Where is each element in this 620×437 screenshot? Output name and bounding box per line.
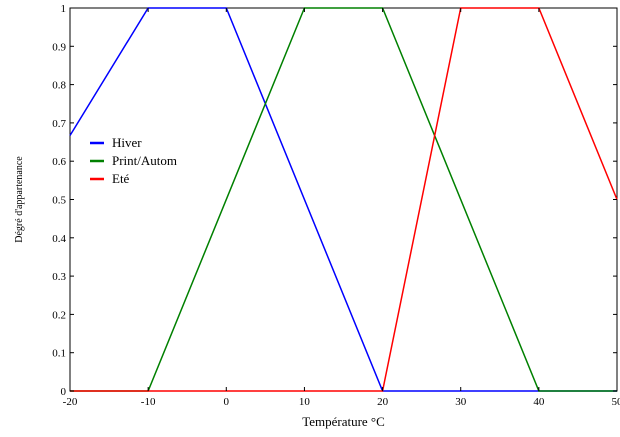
y-tick-label: 0.9 [52,41,66,53]
y-tick-label: 0 [61,386,67,398]
x-axis-label: Température °C [302,414,385,429]
y-tick-label: 0.5 [52,195,66,207]
y-tick-label: 0.7 [52,118,66,130]
series-line-et- [70,8,617,391]
legend-label: Hiver [112,135,142,150]
x-tick-label: 50 [612,396,620,408]
y-tick-label: 0.3 [52,271,66,283]
y-axis-label: Dégré d'appartenance [14,156,25,243]
plot-frame [70,8,617,391]
legend: Hiver Print/Autom Eté [90,135,177,186]
y-tick-label: 0.4 [52,233,66,245]
series-line-print-autom [70,8,617,391]
legend-label: Eté [112,171,130,186]
x-tick-label: 0 [224,396,230,408]
x-tick-label: -10 [141,396,156,408]
series-lines [70,8,617,391]
y-tick-label: 0.8 [52,80,66,92]
x-tick-label: 30 [455,396,467,408]
y-tick-label: 0.2 [52,309,66,321]
plot-area [70,8,617,391]
x-tick-label: 20 [377,396,389,408]
y-tick-label: 0.1 [52,348,66,360]
x-tick-label: 10 [299,396,311,408]
legend-label: Print/Autom [112,153,177,168]
y-tick-label: 1 [61,3,67,15]
y-tick-label: 0.6 [52,156,66,168]
series-line-hiver [70,8,617,391]
x-tick-label: 40 [533,396,545,408]
